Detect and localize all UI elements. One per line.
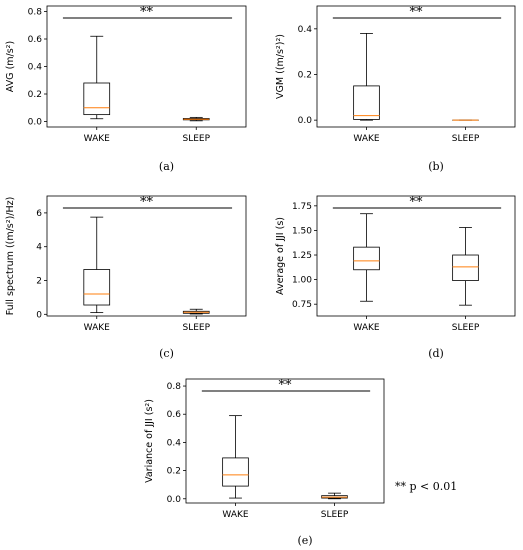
x-tick-label-sleep: SLEEP xyxy=(182,134,210,144)
box-wake xyxy=(353,213,380,302)
x-tick-label-wake: WAKE xyxy=(353,134,379,144)
significance-marker: ** xyxy=(140,5,154,20)
y-tick-label: 0.8 xyxy=(167,382,182,392)
x-tick-label-wake: WAKE xyxy=(353,323,379,333)
iqr-box xyxy=(353,85,380,120)
y-axis-label: Full spectrum ((m/s²)/Hz) xyxy=(5,197,16,316)
plot-frame xyxy=(316,5,516,128)
y-tick-label: 0.0 xyxy=(298,116,313,126)
panel-caption: (a) xyxy=(159,160,174,173)
panel-c: 0 2 4 6 Full spectrum ((m/s²)/Hz) WAKE SLEEP **… xyxy=(5,195,247,360)
y-tick-label: 0.8 xyxy=(28,8,43,18)
plot-frame xyxy=(46,195,247,317)
panel-caption: (d) xyxy=(428,347,444,360)
panel-d: 0.75 1.00 1.25 1.50 1.75 Average of JJI (s) WA… xyxy=(275,195,516,360)
y-tick-label: 0.6 xyxy=(167,410,182,420)
box-sleep xyxy=(321,492,348,500)
panel-e: 0.0 0.2 0.4 0.6 0.8 Variance of JJI (s²) WAKE S… xyxy=(144,378,385,547)
box-wake xyxy=(83,35,111,120)
panel-a: 0.0 0.2 0.4 0.6 0.8 AVG (m/s²) WAKE SLEEP ** (a) xyxy=(5,5,247,173)
iqr-box xyxy=(353,246,380,271)
y-tick-label: 0.4 xyxy=(167,438,182,448)
iqr-box xyxy=(222,457,249,487)
significance-marker: ** xyxy=(279,378,293,393)
iqr-box xyxy=(83,269,111,306)
x-tick-label-wake: WAKE xyxy=(222,510,248,520)
box-wake xyxy=(353,32,380,121)
y-axis-label: AVG (m/s²) xyxy=(5,41,16,92)
significance-marker: ** xyxy=(140,195,154,210)
panel-caption: (b) xyxy=(428,160,444,173)
x-tick-label-sleep: SLEEP xyxy=(452,323,480,333)
plot-frame xyxy=(185,378,385,504)
x-tick-label-sleep: SLEEP xyxy=(321,510,349,520)
plot-frame xyxy=(316,195,516,317)
y-tick-label: 1.75 xyxy=(292,202,312,212)
x-tick-label-sleep: SLEEP xyxy=(182,323,210,333)
significance-footnote: ** p < 0.01 xyxy=(395,480,457,493)
y-tick-label: 0.6 xyxy=(28,35,43,45)
y-tick-label: 0.2 xyxy=(28,90,42,100)
box-sleep xyxy=(182,308,210,315)
y-tick-label: 0.2 xyxy=(298,70,312,80)
box-wake xyxy=(83,216,111,314)
box-wake xyxy=(222,415,249,499)
y-tick-label: 6 xyxy=(36,209,42,219)
x-tick-label-wake: WAKE xyxy=(84,134,110,144)
y-tick-label: 2 xyxy=(36,277,42,287)
plot-frame xyxy=(46,5,247,128)
y-axis-label: Average of JJI (s) xyxy=(275,217,286,295)
y-tick-label: 1.50 xyxy=(292,226,312,236)
y-axis-label: VGM ((m/s²)²) xyxy=(275,34,286,99)
iqr-box xyxy=(83,82,111,116)
y-tick-label: 0.4 xyxy=(28,63,43,73)
panel-b: 0.0 0.2 0.4 VGM ((m/s²)²) WAKE SLEEP ** (b) xyxy=(275,5,516,173)
y-tick-label: 4 xyxy=(36,243,42,253)
box-sleep xyxy=(452,227,479,306)
y-tick-label: 0.4 xyxy=(298,25,313,35)
y-axis-label: Variance of JJI (s²) xyxy=(144,399,155,483)
y-tick-label: 0 xyxy=(36,310,42,320)
y-tick-label: 1.00 xyxy=(292,276,312,286)
y-tick-label: 1.25 xyxy=(292,251,312,261)
x-tick-label-sleep: SLEEP xyxy=(452,134,480,144)
box-sleep xyxy=(182,116,210,122)
y-tick-label: 0.0 xyxy=(28,118,43,128)
significance-marker: ** xyxy=(410,195,424,210)
significance-marker: ** xyxy=(410,5,424,20)
panel-caption: (c) xyxy=(159,347,174,360)
y-tick-label: 0.75 xyxy=(292,300,312,310)
panel-caption: (e) xyxy=(297,534,312,547)
x-tick-label-wake: WAKE xyxy=(84,323,110,333)
y-tick-label: 0.0 xyxy=(167,495,182,505)
iqr-box xyxy=(452,254,479,281)
y-tick-label: 0.2 xyxy=(167,467,181,477)
